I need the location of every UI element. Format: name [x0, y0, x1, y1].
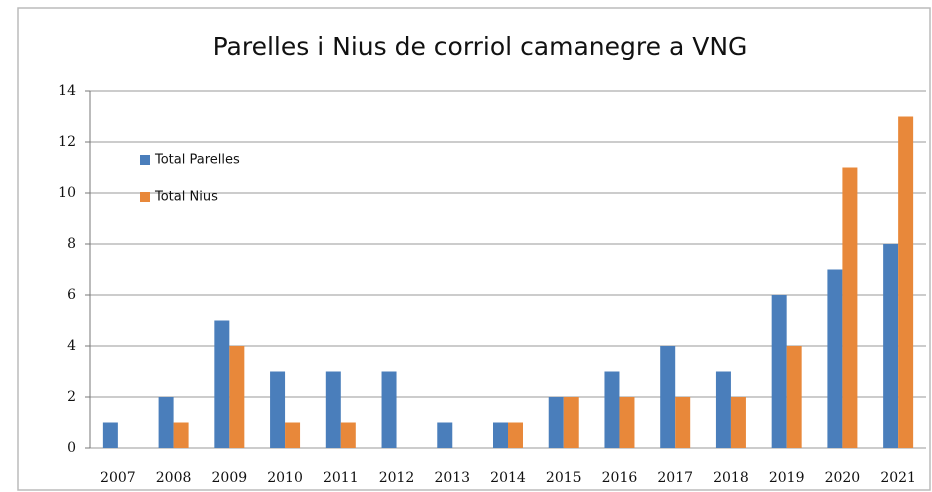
bar	[563, 397, 579, 448]
x-tick-label: 2017	[657, 470, 693, 486]
x-tick-label: 2016	[602, 470, 638, 486]
y-tick-label: 12	[58, 134, 76, 150]
y-tick-label: 10	[58, 185, 76, 201]
y-tick-label: 4	[67, 338, 76, 354]
x-tick-label: 2018	[713, 470, 749, 486]
bar	[325, 371, 341, 448]
x-tick-label: 2012	[379, 470, 415, 486]
legend-label: Total Parelles	[154, 153, 240, 168]
bar	[270, 371, 286, 448]
bar	[604, 371, 620, 448]
legend-swatch	[140, 155, 150, 165]
bar	[548, 397, 564, 448]
legend-swatch	[140, 192, 150, 202]
y-tick-label: 0	[67, 440, 76, 456]
bar	[771, 295, 787, 448]
x-tick-label: 2008	[156, 470, 192, 486]
bar	[173, 422, 189, 448]
bar	[102, 422, 118, 448]
bar	[786, 346, 802, 448]
chart-title: Parelles i Nius de corriol camanegre a V…	[213, 32, 748, 61]
bar	[285, 422, 301, 448]
x-tick-label: 2015	[546, 470, 582, 486]
legend-label: Total Nius	[154, 190, 218, 205]
bar	[229, 346, 245, 448]
x-tick-label: 2021	[880, 470, 916, 486]
bar	[898, 116, 914, 448]
bar	[827, 269, 843, 448]
bar	[660, 346, 676, 448]
x-tick-label: 2007	[100, 470, 136, 486]
bar	[883, 244, 899, 448]
x-tick-label: 2010	[267, 470, 303, 486]
bar	[842, 167, 858, 448]
bar	[493, 422, 508, 448]
x-tick-label: 2014	[490, 470, 526, 486]
y-tick-label: 2	[67, 389, 76, 405]
bar	[508, 422, 523, 448]
y-tick-label: 8	[67, 236, 76, 252]
y-tick-label: 6	[67, 287, 76, 303]
y-tick-label: 14	[58, 83, 76, 99]
bar	[675, 397, 691, 448]
x-tick-label: 2011	[323, 470, 359, 486]
bar	[715, 371, 731, 448]
bar	[381, 371, 397, 448]
bar	[340, 422, 356, 448]
x-tick-label: 2013	[434, 470, 470, 486]
bar	[214, 320, 230, 448]
bar	[158, 397, 174, 448]
bar	[437, 422, 453, 448]
x-tick-label: 2009	[212, 470, 248, 486]
x-tick-label: 2020	[825, 470, 861, 486]
x-tick-label: 2019	[769, 470, 805, 486]
bar	[730, 397, 746, 448]
bar	[619, 397, 635, 448]
